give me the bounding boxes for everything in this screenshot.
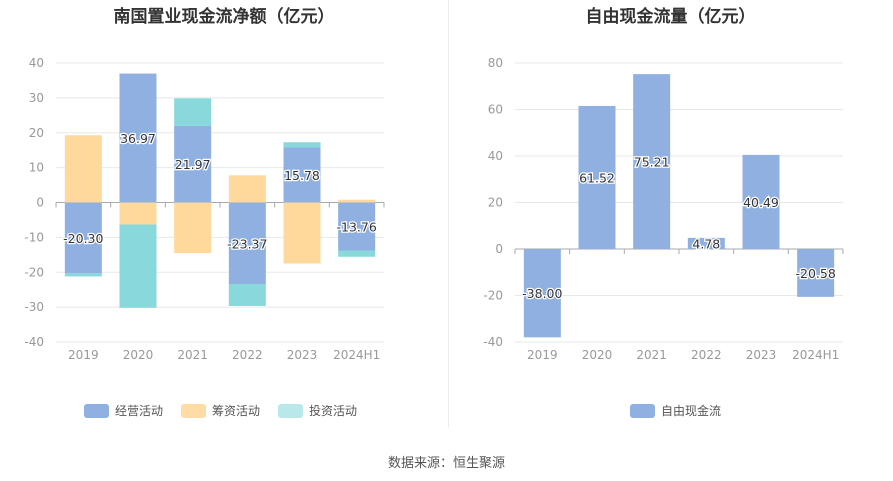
fcf-bar-main — [523, 249, 561, 338]
legend-item-financing[interactable]: 筹资活动 — [181, 402, 260, 419]
cashflow-bar-series1 — [283, 202, 321, 264]
fcf-x-tick-label: 2022 — [691, 348, 722, 362]
cashflow-bar-main — [119, 73, 157, 203]
cashflow-bar-series1 — [119, 202, 157, 225]
cashflow-y-tick-label: 30 — [29, 91, 44, 105]
fcf-x-tick-label: 2019 — [527, 348, 558, 362]
fcf-data-label: 75.21 — [634, 155, 670, 170]
right-chart-title: 自由现金流量（亿元） — [585, 7, 756, 27]
fcf-bar-main — [633, 74, 671, 249]
legend-swatch-investing — [278, 403, 304, 418]
cashflow-y-tick-label: -30 — [24, 300, 44, 314]
cashflow-bar-series2 — [174, 98, 212, 126]
cashflow-data-label: -13.76 — [337, 219, 377, 234]
chart-divider — [448, 0, 449, 428]
fcf-y-tick-label: 80 — [488, 56, 503, 70]
legend-swatch-operating — [84, 403, 109, 418]
cashflow-data-label: 15.78 — [284, 168, 320, 183]
cashflow-bar-series1 — [64, 135, 102, 203]
fcf-data-label: 40.49 — [743, 195, 779, 210]
cash-flow-chart: 40 30 20 10 0 -10 -20 -30 -40 2019 -20.30 2020 36.97… — [24, 56, 385, 362]
cashflow-bar-main — [228, 202, 266, 285]
fcf-bar-main — [687, 237, 725, 249]
cashflow-y-tick-label: 10 — [29, 161, 44, 175]
fcf-data-label: -38.00 — [522, 286, 562, 301]
cashflow-y-tick-label: -20 — [24, 265, 44, 279]
cashflow-data-label: 21.97 — [175, 157, 211, 172]
legend-swatch-fcf — [630, 403, 655, 418]
cashflow-x-tick-label: 2019 — [68, 348, 99, 362]
cashflow-bar-main — [174, 125, 212, 203]
fcf-y-tick-label: -40 — [483, 335, 503, 349]
fcf-x-tick-label: 2021 — [636, 348, 667, 362]
fcf-y-tick-label: 20 — [488, 196, 503, 210]
fcf-data-label: 61.52 — [579, 170, 615, 185]
fcf-data-label: 4.78 — [692, 236, 720, 251]
legend-label-operating: 经营活动 — [115, 404, 164, 418]
right-legend: 自由现金流 — [630, 402, 721, 419]
fcf-data-label: -20.58 — [796, 266, 836, 281]
free-cash-flow-chart: 80 60 40 20 0 -20 -40 2019 -38.00 2020 61.52 2021 75… — [483, 56, 844, 362]
fcf-bar-main — [742, 154, 780, 249]
cashflow-x-tick-label: 2024H1 — [333, 348, 380, 362]
cashflow-bar-series2 — [119, 224, 157, 308]
cashflow-bar-main — [64, 202, 102, 274]
cashflow-x-tick-label: 2021 — [177, 348, 208, 362]
fcf-x-tick-label: 2024H1 — [792, 348, 839, 362]
cashflow-y-tick-label: 0 — [36, 196, 44, 210]
legend-item-investing[interactable]: 投资活动 — [278, 402, 357, 419]
cashflow-data-label: -23.37 — [227, 236, 267, 251]
data-source-note: 数据来源：恒生聚源 — [387, 456, 505, 471]
left-chart-title: 南国置业现金流净额（亿元） — [113, 7, 335, 27]
cashflow-data-label: 36.97 — [120, 131, 156, 146]
legend-swatch-financing — [181, 403, 207, 418]
cashflow-bar-series1 — [174, 202, 212, 254]
fcf-y-tick-label: -20 — [483, 289, 503, 303]
legend-label-fcf: 自由现金流 — [661, 404, 722, 418]
cashflow-bar-series2 — [228, 284, 266, 306]
cashflow-bar-series2 — [338, 250, 376, 257]
cashflow-bar-series1 — [338, 199, 376, 203]
fcf-x-tick-label: 2023 — [746, 348, 777, 362]
fcf-y-tick-label: 60 — [488, 103, 503, 117]
fcf-y-tick-label: 40 — [488, 149, 503, 163]
cashflow-y-tick-label: -40 — [24, 335, 44, 349]
legend-label-financing: 筹资活动 — [212, 404, 261, 418]
fcf-bar-main — [797, 249, 835, 297]
cashflow-bar-series2 — [64, 273, 102, 277]
cashflow-bar-series2 — [283, 142, 321, 148]
fcf-y-tick-label: 0 — [495, 242, 503, 256]
cashflow-data-label: -20.30 — [63, 231, 103, 246]
cashflow-x-tick-label: 2023 — [287, 348, 318, 362]
fcf-x-tick-label: 2020 — [582, 348, 613, 362]
cashflow-y-tick-label: 20 — [29, 126, 44, 140]
cashflow-bar-main — [338, 202, 376, 251]
legend-item-fcf[interactable]: 自由现金流 — [630, 402, 721, 419]
cashflow-bar-main — [283, 147, 321, 203]
cashflow-y-tick-label: -10 — [24, 230, 44, 244]
cashflow-bar-series1 — [228, 175, 266, 203]
cashflow-x-tick-label: 2022 — [232, 348, 263, 362]
legend-label-investing: 投资活动 — [309, 404, 358, 418]
cashflow-y-tick-label: 40 — [29, 56, 44, 70]
fcf-bar-main — [578, 105, 616, 249]
legend-item-operating[interactable]: 经营活动 — [84, 402, 163, 419]
cashflow-x-tick-label: 2020 — [123, 348, 154, 362]
left-legend: 经营活动 筹资活动 投资活动 — [84, 402, 357, 419]
